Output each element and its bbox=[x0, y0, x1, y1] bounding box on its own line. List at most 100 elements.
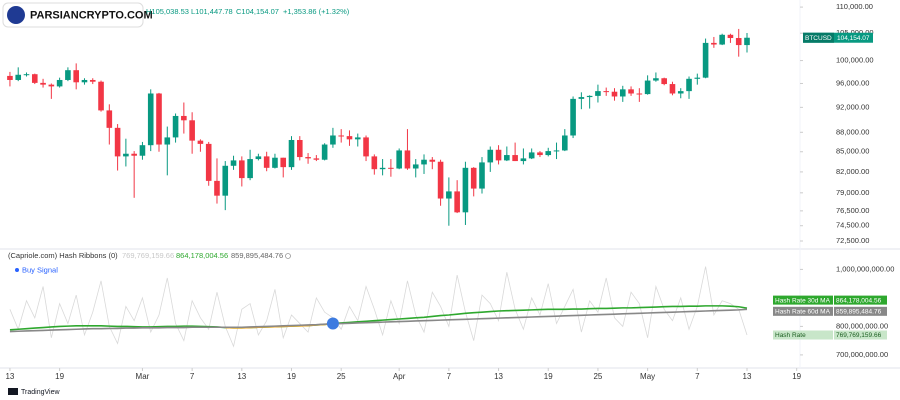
candle-body bbox=[520, 158, 527, 162]
candle-body bbox=[172, 115, 179, 138]
candle-body bbox=[98, 81, 104, 111]
candle-body bbox=[31, 74, 38, 83]
candle-body bbox=[570, 98, 576, 136]
candle-body bbox=[338, 135, 345, 137]
candle-body bbox=[686, 78, 692, 92]
x-tick-label: 13 bbox=[743, 372, 752, 381]
candle-body bbox=[669, 84, 676, 94]
x-tick-label: 7 bbox=[190, 372, 195, 381]
settings-icon[interactable] bbox=[285, 253, 291, 259]
series-name-label: Hash Rate bbox=[775, 332, 806, 339]
candle-body bbox=[619, 89, 626, 97]
x-tick-label: Mar bbox=[136, 372, 150, 381]
y-tick-label: 85,000.00 bbox=[836, 147, 869, 156]
candle-body bbox=[562, 135, 568, 151]
candle-body bbox=[197, 140, 204, 144]
y-tick-label: 82,000.00 bbox=[836, 167, 869, 176]
candle-body bbox=[40, 82, 46, 85]
candle-body bbox=[48, 84, 55, 87]
candle-body bbox=[255, 156, 262, 160]
candle-body bbox=[628, 89, 634, 94]
series-value-box bbox=[834, 330, 887, 340]
x-tick-label: 7 bbox=[695, 372, 700, 381]
tv-text: TradingView bbox=[21, 389, 60, 396]
y-tick-label: 74,500.00 bbox=[836, 221, 869, 230]
candle-body bbox=[106, 110, 113, 128]
legend-raw: 769,769,159.66 bbox=[122, 251, 174, 260]
candle-body bbox=[239, 160, 245, 179]
candle-body bbox=[504, 155, 510, 161]
candle-body bbox=[735, 38, 742, 46]
series-line bbox=[9, 308, 748, 333]
y-tick-label: 700,000,000.00 bbox=[836, 350, 888, 359]
candle-body bbox=[354, 137, 361, 140]
candle-body bbox=[156, 93, 162, 145]
candle-body bbox=[677, 91, 684, 94]
candle-body bbox=[545, 151, 552, 156]
candle-body bbox=[131, 153, 137, 156]
x-tick-label: 7 bbox=[447, 372, 452, 381]
candle-body bbox=[321, 144, 328, 160]
y-tick-label: 100,000.00 bbox=[836, 56, 874, 65]
candle-body bbox=[744, 37, 750, 46]
tv-icon bbox=[8, 388, 18, 395]
candle-body bbox=[230, 160, 237, 166]
candle-body bbox=[412, 164, 419, 169]
buy-signal-legend: Buy Signal bbox=[22, 265, 58, 274]
y-tick-label: 72,500.00 bbox=[836, 236, 869, 245]
candle-body bbox=[396, 150, 402, 169]
candle-body bbox=[702, 42, 709, 78]
candle-body bbox=[81, 79, 88, 83]
x-tick-label: Apr bbox=[393, 372, 406, 381]
x-tick-label: 19 bbox=[792, 372, 801, 381]
ohlc-close: C104,154.07 bbox=[236, 7, 279, 16]
series-value-label: 769,769,159.66 bbox=[836, 332, 882, 339]
candle-body bbox=[73, 70, 79, 83]
x-tick-label: 19 bbox=[544, 372, 553, 381]
watermark-icon bbox=[7, 6, 25, 24]
candle-body bbox=[15, 74, 22, 80]
candle-body bbox=[222, 165, 229, 196]
y-tick-label: 79,000.00 bbox=[836, 188, 869, 197]
candle-body bbox=[528, 152, 535, 159]
candle-body bbox=[437, 161, 444, 199]
x-tick-label: 13 bbox=[5, 372, 14, 381]
x-tick-label: 13 bbox=[237, 372, 246, 381]
y-tick-label: 92,000.00 bbox=[836, 102, 869, 111]
y-tick-label: 76,500.00 bbox=[836, 206, 869, 215]
x-tick-label: 19 bbox=[55, 372, 64, 381]
watermark: PARSIANCRYPTO.COM bbox=[2, 2, 153, 28]
watermark-text: PARSIANCRYPTO.COM bbox=[30, 9, 153, 21]
y-tick-label: 110,000.00 bbox=[836, 2, 873, 11]
tradingview-logo: TradingView bbox=[8, 388, 60, 396]
y-tick-label: 1,000,000,000.00 bbox=[836, 264, 894, 273]
candle-body bbox=[272, 157, 278, 168]
series-name-label: Hash Rate 30d MA bbox=[775, 297, 831, 304]
candle-body bbox=[512, 155, 518, 162]
candle-body bbox=[429, 159, 436, 162]
candle-body bbox=[114, 127, 121, 157]
candle-body bbox=[280, 157, 287, 168]
candle-body bbox=[644, 80, 651, 95]
y-tick-label: 96,000.00 bbox=[836, 78, 869, 87]
symbol-box bbox=[803, 32, 834, 43]
indicator-title: (Capriole.com) Hash Ribbons (0) bbox=[8, 251, 118, 260]
series-value-box bbox=[834, 295, 887, 305]
series-value-box bbox=[834, 306, 887, 316]
series-name-box bbox=[773, 306, 833, 316]
candle-body bbox=[470, 167, 477, 189]
candle-body bbox=[189, 120, 195, 141]
candle-body bbox=[313, 158, 320, 160]
series-name-label: Hash Rate 60d MA bbox=[775, 309, 831, 316]
candle-body bbox=[23, 74, 30, 76]
series-line bbox=[9, 305, 748, 331]
x-tick-label: 25 bbox=[337, 372, 346, 381]
candle-body bbox=[330, 135, 336, 145]
legend-30d: 864,178,004.56 bbox=[176, 251, 228, 260]
y-tick-label: 800,000,000.00 bbox=[836, 321, 888, 330]
y-tick-label: 105,000.00 bbox=[836, 28, 874, 37]
candle-body bbox=[263, 156, 270, 168]
legend-60d: 859,895,484.76 bbox=[231, 251, 283, 260]
candle-body bbox=[139, 145, 146, 156]
